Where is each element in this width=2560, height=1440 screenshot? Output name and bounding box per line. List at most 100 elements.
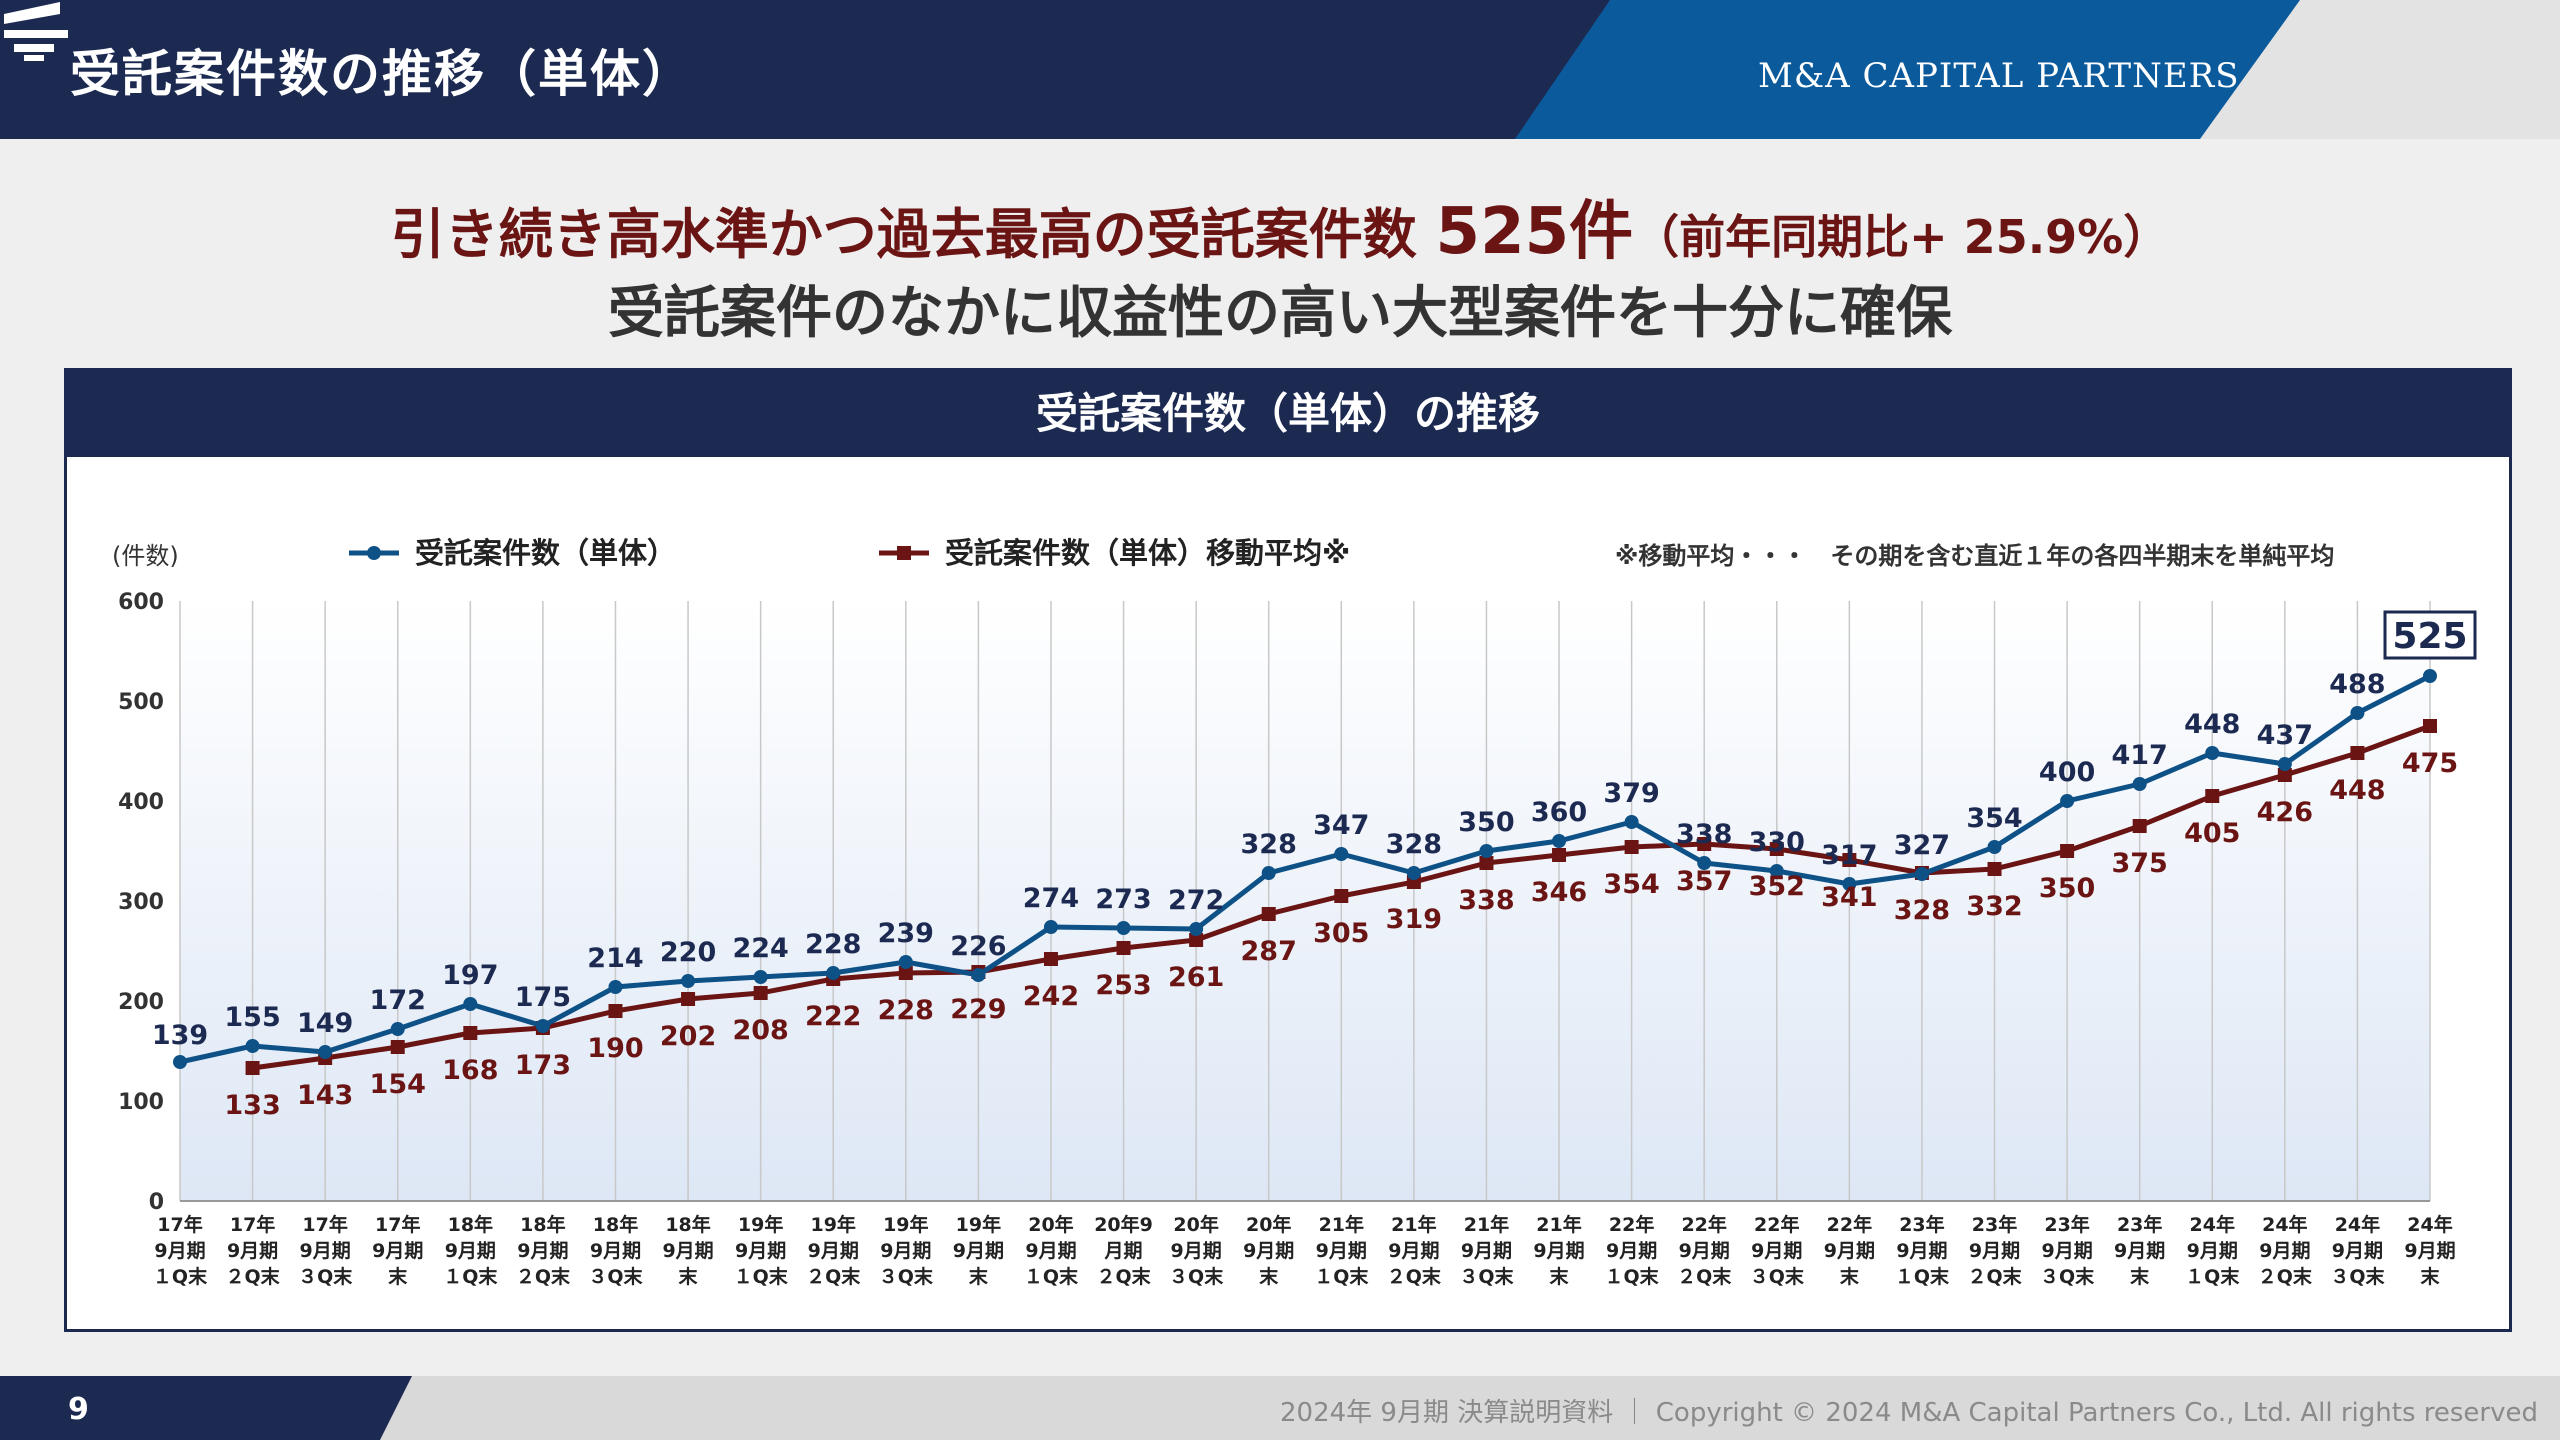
data-label-count: 139 [152, 1020, 208, 1051]
x-tick-label: １Q末 [2185, 1265, 2240, 1288]
point-moving-average [2132, 819, 2147, 833]
data-label-moving-average: 261 [1168, 962, 1224, 993]
data-label-moving-average: 375 [2111, 848, 2167, 879]
data-label-count: 197 [442, 960, 498, 991]
x-tick-label: 23年 [1972, 1213, 2017, 1236]
data-label-count: 448 [2184, 709, 2240, 740]
x-tick-label: ３Q末 [2040, 1265, 2095, 1288]
data-label-count: 175 [515, 982, 571, 1013]
x-tick-label: 24年 [2407, 1213, 2452, 1236]
point-count [826, 966, 841, 980]
x-tick-label: 9月期 [590, 1240, 641, 1262]
data-label-moving-average: 346 [1531, 877, 1587, 908]
x-tick-label: 23年 [1899, 1213, 1944, 1236]
x-tick-label: 20年9 [1094, 1213, 1153, 1236]
data-label-moving-average: 319 [1386, 904, 1442, 935]
point-count [898, 955, 913, 969]
data-label-count: 350 [1458, 807, 1514, 838]
x-tick-label: 末 [679, 1265, 699, 1288]
x-tick-label: ２Q末 [1387, 1265, 1442, 1288]
point-moving-average [390, 1040, 405, 1054]
x-tick-label: ３Q末 [298, 1265, 353, 1288]
x-tick-label: 末 [2130, 1265, 2150, 1288]
x-tick-label: １Q末 [1024, 1265, 1079, 1288]
x-tick-label: 21年 [1464, 1213, 1509, 1236]
data-label-moving-average: 287 [1241, 936, 1297, 967]
data-label-count: 273 [1095, 884, 1151, 915]
data-label-moving-average: 352 [1749, 871, 1805, 902]
x-tick-label: 9月期 [2332, 1240, 2383, 1262]
x-tick-label: 18年 [593, 1213, 638, 1236]
x-tick-label: 9月期 [1025, 1240, 1076, 1262]
point-count [1406, 866, 1421, 880]
point-moving-average [1842, 853, 1857, 867]
data-label-moving-average: 332 [1966, 891, 2022, 922]
x-tick-label: 末 [969, 1265, 989, 1288]
x-tick-label: 9月期 [372, 1240, 423, 1262]
point-moving-average [1334, 889, 1349, 903]
x-tick-label: 9月期 [1316, 1240, 1367, 1262]
point-moving-average [1552, 848, 1567, 862]
page-title: 受託案件数の推移（単体） [70, 45, 694, 103]
data-label-count: 239 [878, 918, 934, 949]
data-label-count: 360 [1531, 797, 1587, 828]
point-count [753, 970, 768, 984]
point-count [2205, 746, 2220, 760]
x-tick-label: 9月期 [2187, 1240, 2238, 1262]
point-count [608, 980, 623, 994]
x-tick-label: 21年 [1391, 1213, 1436, 1236]
point-moving-average [681, 992, 696, 1006]
x-tick-label: 19年 [883, 1213, 928, 1236]
point-count [1479, 844, 1494, 858]
header-background [0, 0, 2560, 139]
point-moving-average [1987, 862, 2002, 876]
data-label-count: 220 [660, 937, 716, 968]
x-tick-label: ２Q末 [1677, 1265, 1732, 1288]
x-tick-label: 9月期 [2041, 1240, 2092, 1262]
data-label-moving-average: 202 [660, 1021, 716, 1052]
headline-primary: 引き続き高水準かつ過去最高の受託案件数 525件（前年同期比+ 25.9%） [0, 180, 2560, 272]
data-label-count: 172 [370, 985, 426, 1016]
point-moving-average [463, 1026, 478, 1040]
x-tick-label: 21年 [1536, 1213, 1581, 1236]
point-moving-average [2060, 844, 2075, 858]
y-tick-label: 500 [118, 690, 164, 715]
x-tick-label: １Q末 [1605, 1265, 1660, 1288]
line-chart: 0 100 200 300 400 500 600 17年 9月期 １Q末 17年 9月期 ２Q末 17… [112, 536, 2477, 1288]
x-tick-label: ２Q末 [2258, 1265, 2313, 1288]
x-tick-label: 24年 [2262, 1213, 2307, 1236]
data-label-count: 155 [224, 1002, 280, 1033]
data-label-moving-average: 448 [2329, 775, 2385, 806]
headline-text: 引き続き高水準かつ過去最高の受託案件数 [390, 203, 1417, 266]
chart-panel-title: 受託案件数（単体）の推移 [67, 371, 2509, 457]
x-tick-label: 20年 [1246, 1213, 1291, 1236]
x-tick-label: 末 [1259, 1265, 1279, 1288]
point-count [2132, 777, 2147, 791]
x-tick-label: 23年 [2117, 1213, 2162, 1236]
x-tick-label: 9月期 [1751, 1240, 1802, 1262]
x-tick-label: 23年 [2044, 1213, 2089, 1236]
brand-name: M&A CAPITAL PARTNERS [1758, 56, 2240, 96]
data-label-count: 347 [1313, 810, 1369, 841]
copyright-text: 2024年 9月期 決算説明資料 ｜ Copyright © 2024 M&A … [1279, 1398, 2538, 1428]
point-moving-average [753, 986, 768, 1000]
point-moving-average [1116, 941, 1131, 955]
x-tick-label: ３Q末 [588, 1265, 643, 1288]
data-label-count: 330 [1749, 827, 1805, 858]
x-tick-label: 9月期 [1243, 1240, 1294, 1262]
mcp-logo-icon [4, 2, 68, 61]
point-moving-average [1479, 856, 1494, 870]
point-moving-average [1261, 907, 1276, 921]
x-tick-label: ３Q末 [2330, 1265, 2385, 1288]
x-tick-label: 21年 [1319, 1213, 1364, 1236]
data-label-moving-average: 328 [1894, 895, 1950, 926]
x-tick-label: 24年 [2190, 1213, 2235, 1236]
data-label-count: 437 [2257, 720, 2313, 751]
point-count [245, 1039, 260, 1053]
data-label-moving-average: 305 [1313, 918, 1369, 949]
chart-panel: 受託案件数（単体）の推移 0 100 200 300 400 500 600 17年 9月期 １… [64, 368, 2512, 1332]
x-tick-label: 19年 [738, 1213, 783, 1236]
data-label-moving-average: 173 [515, 1050, 571, 1081]
y-tick-label: 300 [118, 890, 164, 915]
point-count [1261, 866, 1276, 880]
